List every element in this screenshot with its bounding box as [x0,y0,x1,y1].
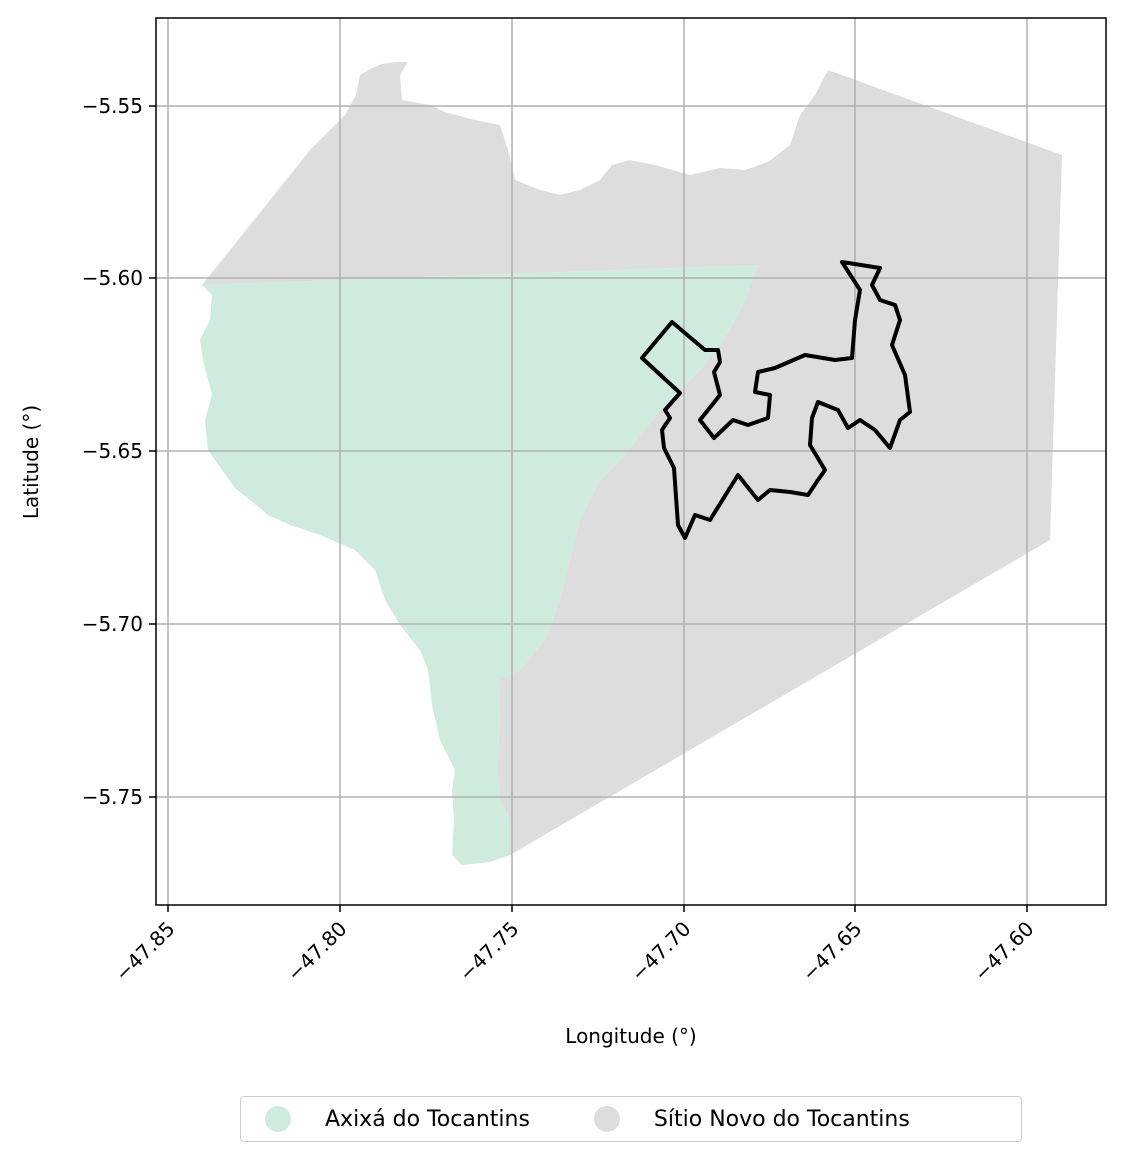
y-tick-label: −5.70 [82,612,143,636]
legend-label: Axixá do Tocantins [325,1106,530,1132]
x-tick-label: −47.70 [626,917,695,986]
x-tick-label: −47.85 [110,917,179,986]
tick-marks [149,105,1028,912]
highlighted-area-outline [640,260,912,540]
region-sitio-novo-do-tocantins [202,62,1062,855]
legend: Axixá do Tocantins Sítio Novo do Tocanti… [240,1096,1022,1142]
legend-item-sitio-novo: Sítio Novo do Tocantins [593,1106,910,1132]
x-tick-label: −47.80 [282,917,351,986]
x-axis-label: Longitude (°) [565,1024,696,1048]
legend-marker-icon [593,1106,620,1132]
x-tick-label: −47.75 [454,917,523,986]
y-tick-label: −5.55 [82,94,143,118]
y-tick-label: −5.65 [82,439,143,463]
grid-lines [156,18,1106,905]
y-tick-label: −5.75 [82,785,143,809]
x-tick-label: −47.65 [797,917,866,986]
legend-label: Sítio Novo do Tocantins [653,1106,910,1132]
axes-frame [155,17,1107,906]
legend-marker-icon [265,1106,291,1132]
y-axis-label: Latitude (°) [19,405,43,519]
y-tick-label: −5.60 [82,266,143,290]
legend-item-axixa: Axixá do Tocantins [265,1106,530,1132]
x-tick-label: −47.60 [969,917,1038,986]
